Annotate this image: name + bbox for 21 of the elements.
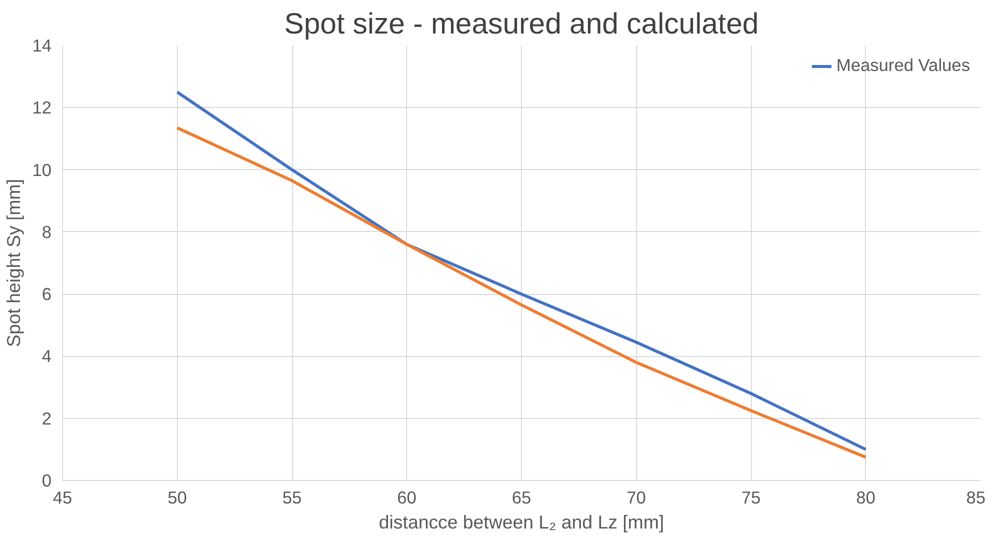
x-tick-label: 55: [282, 488, 302, 508]
x-tick-label: 45: [52, 488, 72, 508]
y-axis-title: Spot height Sy [mm]: [3, 179, 24, 347]
y-tick-label: 0: [42, 470, 52, 490]
legend-label: Measured Values: [836, 55, 970, 76]
y-tick-label: 4: [42, 346, 52, 366]
x-tick-label: 60: [397, 488, 416, 508]
x-tick-label: 75: [741, 488, 761, 508]
x-tick-label: 80: [856, 488, 876, 508]
y-tick-label: 10: [32, 160, 52, 180]
x-axis-title: distancce between L₂ and Lz [mm]: [378, 512, 664, 532]
x-tick-label: 85: [966, 488, 986, 508]
y-tick-label: 14: [32, 36, 52, 56]
x-tick-label: 70: [626, 488, 646, 508]
chart-title: Spot size - measured and calculated: [284, 8, 759, 40]
x-tick-label: 65: [512, 488, 532, 508]
x-tick-label: 50: [168, 488, 187, 508]
y-tick-label: 6: [42, 284, 52, 304]
y-tick-label: 8: [42, 222, 52, 242]
y-tick-label: 12: [32, 98, 52, 118]
y-tick-label: 2: [42, 408, 52, 428]
